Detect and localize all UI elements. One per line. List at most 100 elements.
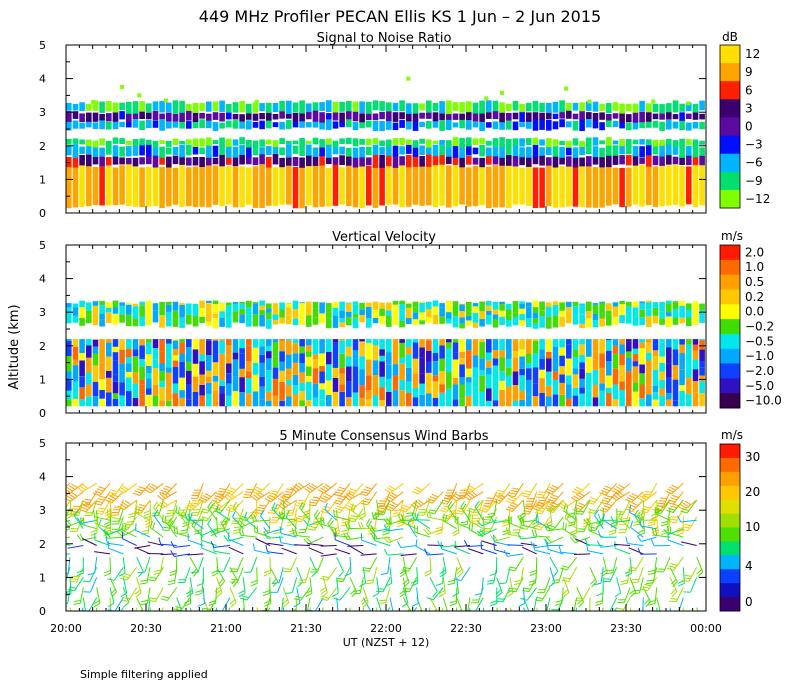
velocity-cell (472, 303, 479, 307)
wind-barb (680, 499, 698, 514)
velocity-cell (339, 318, 345, 323)
snr-cell (472, 165, 479, 207)
velocity-cell (512, 351, 519, 358)
velocity-cell (332, 302, 339, 308)
wind-barb (605, 557, 618, 575)
wind-barb (563, 504, 577, 521)
wind-barb (255, 538, 271, 546)
velocity-cell (672, 349, 679, 366)
velocity-cell (472, 341, 479, 356)
wind-barb (546, 491, 564, 505)
velocity-cell (426, 350, 432, 362)
snr-echo (120, 85, 125, 89)
snr-cell (399, 137, 405, 146)
velocity-cell (279, 400, 285, 407)
velocity-cell (439, 303, 445, 308)
snr-cell (119, 138, 125, 144)
velocity-cell (319, 389, 325, 400)
velocity-cell (612, 302, 619, 307)
snr-cell (319, 112, 325, 123)
velocity-cell (666, 377, 672, 394)
velocity-cell (366, 375, 372, 391)
velocity-cell (479, 319, 485, 327)
velocity-cell (366, 399, 372, 407)
snr-cell (346, 100, 352, 112)
velocity-cell (519, 391, 525, 400)
snr-cell (66, 119, 72, 131)
wind-barb (160, 587, 178, 601)
velocity-cell (372, 309, 379, 318)
wind-barb (183, 587, 192, 607)
wind-barb (416, 597, 423, 611)
colorbar-frame (719, 443, 741, 612)
wind-barb (117, 482, 138, 494)
velocity-cell (172, 319, 179, 327)
wind-barb (455, 607, 458, 611)
velocity-cell (666, 316, 672, 327)
wind-barb (184, 513, 204, 521)
velocity-cell (239, 348, 245, 354)
velocity-cell (619, 344, 625, 354)
snr-cell (152, 155, 159, 168)
velocity-cell (686, 317, 692, 327)
velocity-cell (659, 311, 665, 319)
velocity-cell (419, 357, 425, 374)
velocity-cell (112, 339, 119, 347)
wind-barb (558, 545, 577, 555)
velocity-cell (272, 378, 279, 396)
velocity-cell (552, 305, 559, 316)
velocity-cell (66, 356, 72, 372)
velocity-cell (346, 339, 352, 347)
velocity-cell (459, 317, 465, 324)
velocity-cell (232, 303, 239, 312)
snr-cell (239, 137, 245, 145)
wind-barb (178, 499, 191, 517)
colorbar-label: −2.0 (745, 364, 774, 378)
velocity-cell (419, 302, 425, 313)
wind-barb (613, 543, 631, 546)
snr-cell (432, 164, 439, 207)
snr-cell (179, 119, 185, 129)
velocity-cell (79, 339, 85, 353)
wind-barb (509, 607, 513, 611)
wind-barb (417, 499, 431, 516)
snr-cell (619, 155, 625, 165)
velocity-cell (326, 380, 332, 395)
wind-barb (285, 577, 298, 594)
snr-cell (132, 111, 139, 119)
snr-cell (512, 101, 519, 111)
wind-barb (201, 541, 217, 555)
velocity-cell (452, 399, 459, 407)
snr-cell (366, 138, 372, 145)
velocity-cell (432, 397, 439, 407)
velocity-cell (506, 339, 512, 345)
wind-barb (637, 491, 658, 503)
snr-cell (199, 112, 205, 119)
wind-barb (262, 577, 271, 597)
velocity-cell (619, 354, 625, 365)
snr-cell (259, 103, 265, 112)
velocity-cell (566, 307, 572, 312)
velocity-cell (426, 308, 432, 317)
velocity-cell (412, 301, 419, 308)
velocity-cell (359, 369, 365, 386)
snr-cell (266, 119, 272, 129)
velocity-cell (592, 305, 599, 314)
x-tick-label: 22:00 (370, 622, 402, 635)
wind-barb (207, 501, 218, 521)
snr-cell (72, 120, 79, 129)
velocity-cell (539, 310, 545, 316)
velocity-cell (639, 342, 645, 349)
snr-cell (332, 140, 339, 148)
snr-cell (239, 114, 245, 122)
velocity-cell (219, 380, 225, 386)
wind-barb (415, 539, 431, 555)
velocity-cell (352, 358, 359, 367)
snr-cell (146, 166, 152, 207)
snr-cell (266, 102, 272, 114)
wind-barb (250, 514, 271, 522)
wind-barb (400, 553, 417, 556)
colorbar-label: 2.0 (745, 245, 764, 259)
velocity-cell (652, 307, 659, 316)
snr-cell (432, 102, 439, 112)
